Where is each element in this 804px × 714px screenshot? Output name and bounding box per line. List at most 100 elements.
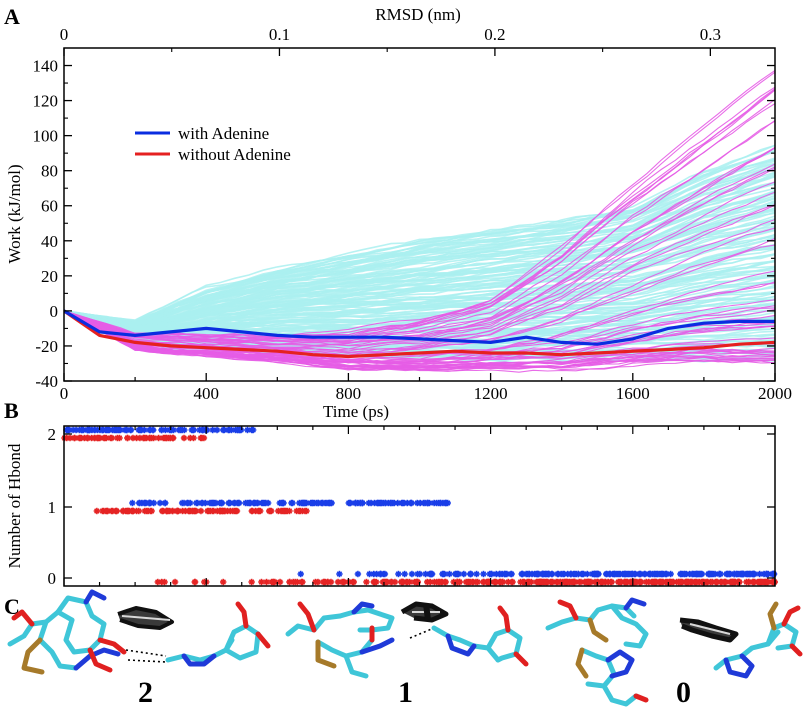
hbond-points <box>61 426 778 586</box>
hbond-point <box>338 578 346 586</box>
hbond-point <box>187 434 194 442</box>
hbond-point <box>381 578 388 586</box>
hbond-point <box>617 578 625 586</box>
hbond-point <box>258 578 265 586</box>
hbond-point <box>156 499 164 507</box>
hbond-point <box>200 434 208 442</box>
trajectory-line <box>64 147 775 344</box>
hbond-axis-label: Number of Hbond <box>5 443 24 568</box>
hbond-point <box>441 499 449 507</box>
hbond-point <box>244 499 251 507</box>
hbond-point <box>517 578 524 586</box>
hbond-point <box>204 507 211 515</box>
work-chart: 0 400 800 1200 1600 2000-40-20020406080100120… <box>33 25 793 403</box>
y-tick-label: -40 <box>35 372 58 391</box>
hbond-point <box>635 570 643 578</box>
hbond-point <box>145 499 153 507</box>
structure-0-hbonds: 0 <box>545 597 803 709</box>
structure-nucleotide-left-0 <box>545 597 649 707</box>
trajectory-line <box>64 197 775 328</box>
structure-2-hbonds: 2 <box>7 589 271 709</box>
trajectory-line <box>64 203 775 350</box>
hbond-point <box>758 578 766 586</box>
hbond-point <box>189 426 197 434</box>
hbond-point <box>664 578 671 586</box>
hbond-point <box>218 499 226 507</box>
hbond-point <box>181 426 188 434</box>
structure-ring-0 <box>679 617 739 643</box>
trajectory-line <box>64 310 775 369</box>
hbond-point <box>76 434 84 442</box>
hbond-point <box>320 578 327 586</box>
hbond-point <box>147 507 154 515</box>
hbond-point <box>108 434 116 442</box>
hbond-point <box>140 434 147 442</box>
hbond-point <box>598 578 606 586</box>
x-tick-label: 800 <box>336 384 362 403</box>
hbond-point <box>114 434 121 442</box>
hbond-point <box>129 499 136 507</box>
hbond-point <box>155 434 162 442</box>
hbond-point <box>363 578 370 586</box>
hbond-point <box>314 578 322 586</box>
hbond-point <box>268 507 275 515</box>
hbond-point <box>729 578 736 586</box>
hbond-point <box>424 499 431 507</box>
hbond-point <box>180 434 188 442</box>
trajectory-line <box>64 158 775 326</box>
hbond-point <box>488 570 495 578</box>
hbond-point <box>262 499 270 507</box>
hbond-y-tick-label: 2 <box>48 425 57 444</box>
hbond-point <box>365 499 372 507</box>
hbond-point <box>399 578 406 586</box>
hbond-point <box>129 434 137 442</box>
state-label-2: 2 <box>138 676 153 709</box>
hbond-point <box>199 499 206 507</box>
hbond-point <box>389 499 396 507</box>
hbond-point <box>100 426 107 434</box>
hbond-point <box>161 578 168 586</box>
hbond-point <box>191 578 198 586</box>
panel-letter-a: A <box>4 4 20 29</box>
hbond-point <box>378 499 385 507</box>
hbond-point <box>633 578 640 586</box>
hbond-point <box>681 570 688 578</box>
hbond-point <box>721 578 729 586</box>
state-label-0: 0 <box>676 676 691 709</box>
hbond-point <box>113 426 120 434</box>
hbond-point <box>764 578 772 586</box>
hbond-point <box>750 578 757 586</box>
hbond-point <box>180 499 188 507</box>
hbond-point <box>427 570 434 578</box>
hbond-point <box>350 578 357 586</box>
x-tick-label: 1600 <box>616 384 650 403</box>
hbond-point <box>575 570 582 578</box>
hbond-point <box>564 570 571 578</box>
hbond-dots-1 <box>409 627 435 639</box>
hbond-point <box>508 570 515 578</box>
hbond-point <box>756 570 763 578</box>
y-tick-label: 80 <box>41 162 58 181</box>
hbond-point <box>537 578 544 586</box>
hbond-point <box>69 426 77 434</box>
hbond-point <box>441 570 448 578</box>
hbond-point <box>123 426 131 434</box>
hbond-point <box>645 578 653 586</box>
y-tick-label: 20 <box>41 267 58 286</box>
hbond-point <box>670 578 677 586</box>
hbond-point <box>197 507 205 515</box>
hbond-point <box>220 426 227 434</box>
mean-work-lines <box>64 309 775 359</box>
hbond-point <box>298 578 305 586</box>
hbond-point <box>229 507 237 515</box>
hbond-point <box>414 570 421 578</box>
hbond-point <box>559 570 567 578</box>
x-tick-label: 2000 <box>758 384 792 403</box>
legend-label-without-adenine: without Adenine <box>178 145 291 164</box>
hbond-point <box>199 426 206 434</box>
hbond-point <box>716 570 723 578</box>
hbond-point <box>614 570 621 578</box>
hbond-point <box>146 426 153 434</box>
hbond-point <box>733 570 740 578</box>
